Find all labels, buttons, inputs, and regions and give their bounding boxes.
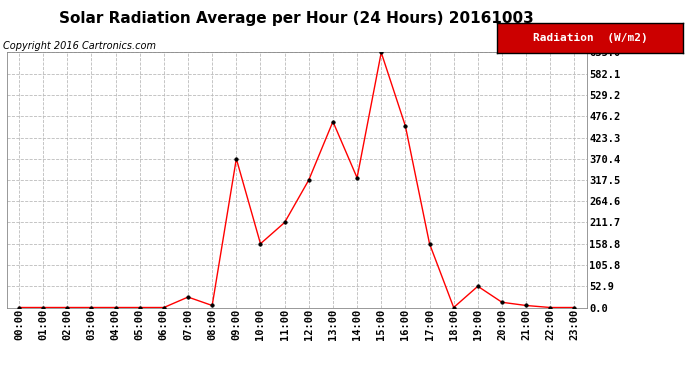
Text: Radiation  (W/m2): Radiation (W/m2) <box>533 33 647 42</box>
Text: Solar Radiation Average per Hour (24 Hours) 20161003: Solar Radiation Average per Hour (24 Hou… <box>59 11 534 26</box>
Text: Copyright 2016 Cartronics.com: Copyright 2016 Cartronics.com <box>3 41 157 51</box>
